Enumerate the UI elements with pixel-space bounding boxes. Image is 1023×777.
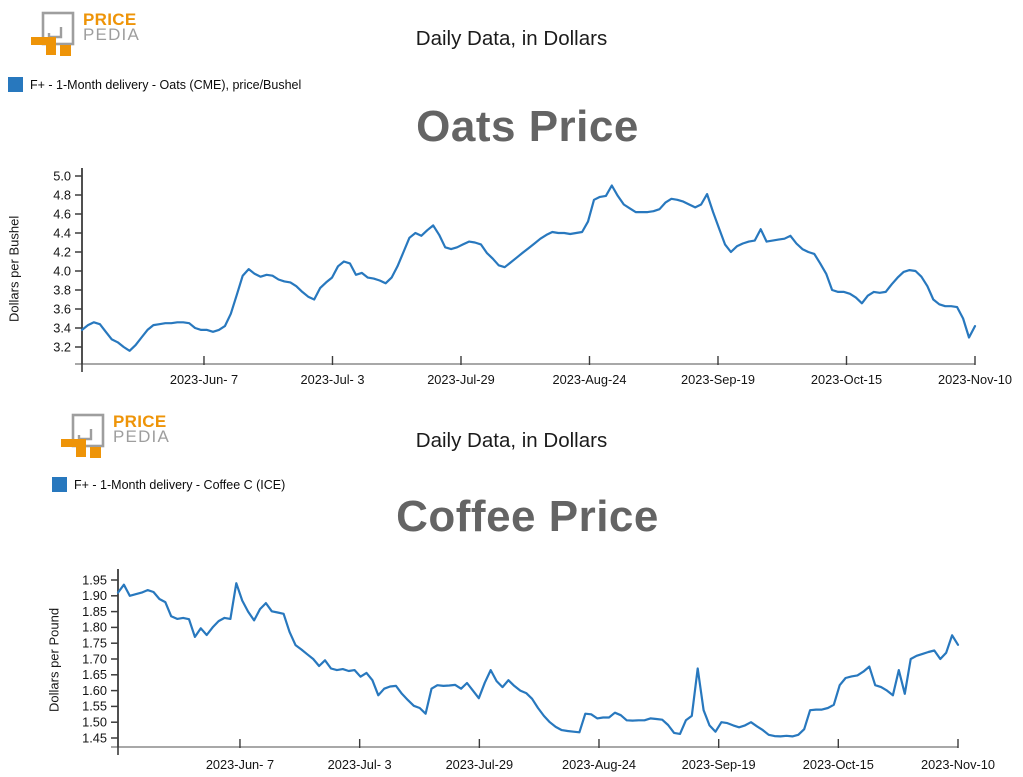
chart-subtitle-coffee: Daily Data, in Dollars xyxy=(415,429,608,452)
logo-word-price: PRICE xyxy=(83,10,137,29)
legend-oats: F+ - 1-Month delivery - Oats (CME), pric… xyxy=(8,77,301,92)
x-tick-label: 2023-Oct-15 xyxy=(803,757,874,772)
price-line xyxy=(80,184,977,352)
chart-subtitle-oats: Daily Data, in Dollars xyxy=(415,27,608,50)
chart-title-oats: Oats Price xyxy=(416,102,639,151)
y-tick-label: 1.85 xyxy=(82,604,107,619)
chart-title-coffee: Coffee Price xyxy=(396,492,659,541)
pricepedia-logo: PRICE PEDIA xyxy=(58,402,170,458)
y-tick-label: 1.50 xyxy=(82,715,107,730)
pricepedia-logo: PRICE PEDIA xyxy=(28,0,140,56)
y-tick-label: 4.0 xyxy=(53,263,71,278)
x-tick-label: 2023-Jul- 3 xyxy=(300,372,364,387)
oats-price-plot: 5.0 4.8 4.6 4.4 4.2 4.0 3.8 3.6 3.4 3.2 2023-Jun- … xyxy=(53,168,1012,387)
logo-word-pedia: PEDIA xyxy=(113,427,171,446)
y-tick-label: 3.8 xyxy=(53,282,71,297)
y-tick-label: 1.95 xyxy=(82,572,107,587)
logo-wordmark: PRICE PEDIA xyxy=(113,402,171,446)
legend-label-oats: F+ - 1-Month delivery - Oats (CME), pric… xyxy=(30,77,302,92)
y-tick-label: 4.4 xyxy=(53,225,71,240)
y-tick-label: 1.80 xyxy=(82,620,107,635)
legend-label-coffee: F+ - 1-Month delivery - Coffee C (ICE) xyxy=(74,477,286,492)
legend-swatch-oats xyxy=(8,77,23,92)
y-tick-label: 1.65 xyxy=(82,667,107,682)
x-tick-label: 2023-Sep-19 xyxy=(681,372,755,387)
x-tick-label: 2023-Nov-10 xyxy=(938,372,1012,387)
y-tick-label: 4.6 xyxy=(53,206,71,221)
y-tick-label: 5.0 xyxy=(53,168,71,183)
legend-swatch-coffee xyxy=(52,477,67,492)
y-tick-label: 3.4 xyxy=(53,320,71,335)
legend-coffee: F+ - 1-Month delivery - Coffee C (ICE) xyxy=(52,477,285,492)
price-line xyxy=(116,582,960,738)
y-tick-label: 3.2 xyxy=(53,339,71,354)
logo-wordmark: PRICE PEDIA xyxy=(83,0,141,44)
x-tick-label: 2023-Jul-29 xyxy=(427,372,495,387)
y-tick-label: 1.55 xyxy=(82,699,107,714)
y-tick-label: 4.2 xyxy=(53,244,71,259)
x-tick-label: 2023-Oct-15 xyxy=(811,372,882,387)
x-tick-label: 2023-Aug-24 xyxy=(552,372,626,387)
y-tick-label: 1.70 xyxy=(82,651,107,666)
y-tick-label: 1.90 xyxy=(82,588,107,603)
x-tick-label: 2023-Sep-19 xyxy=(682,757,756,772)
x-tick-label: 2023-Aug-24 xyxy=(562,757,636,772)
x-tick-label: 2023-Jul- 3 xyxy=(328,757,392,772)
pricepedia-logo-icon xyxy=(61,413,105,458)
x-tick-label: 2023-Nov-10 xyxy=(921,757,995,772)
y-tick-label: 3.6 xyxy=(53,301,71,316)
y-tick-label: 1.45 xyxy=(82,730,107,745)
y-tick-label: 1.75 xyxy=(82,636,107,651)
logo-word-pedia: PEDIA xyxy=(83,25,141,44)
y-tick-label: 4.8 xyxy=(53,187,71,202)
coffee-price-plot: 1.951.901.851.801.751.701.651.601.551.50… xyxy=(82,569,995,772)
x-tick-label: 2023-Jun- 7 xyxy=(170,372,238,387)
pricepedia-logo-icon xyxy=(31,11,75,56)
logo-word-price: PRICE xyxy=(113,412,167,431)
y-tick-label: 1.60 xyxy=(82,683,107,698)
x-tick-label: 2023-Jun- 7 xyxy=(206,757,274,772)
x-tick-label: 2023-Jul-29 xyxy=(446,757,514,772)
